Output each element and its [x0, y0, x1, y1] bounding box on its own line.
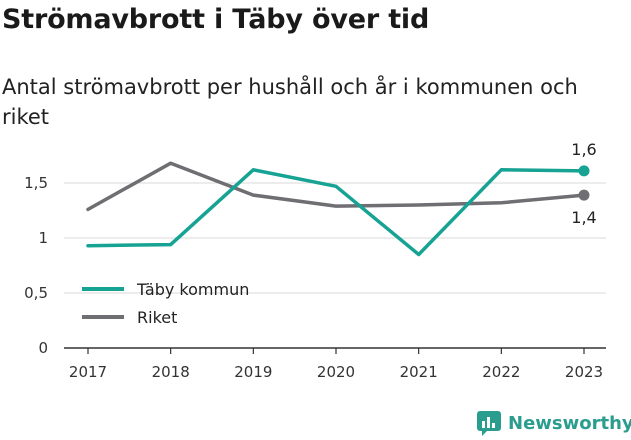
x-tick-label: 2022 — [482, 363, 520, 381]
legend-label: Riket — [137, 308, 177, 327]
y-tick-label: 0,5 — [24, 284, 48, 302]
newsworthy-logo-icon — [477, 411, 501, 436]
end-point-marker — [578, 189, 590, 201]
series-line — [86, 161, 586, 212]
data-label: 1,6 — [571, 140, 596, 159]
y-tick-label: 0 — [38, 339, 48, 357]
chart-title: Strömavbrott i Täby över tid — [2, 4, 430, 35]
legend-label: Täby kommun — [136, 280, 249, 299]
x-tick-label: 2020 — [317, 363, 355, 381]
x-tick-label: 2018 — [152, 363, 190, 381]
y-tick-label: 1 — [38, 229, 48, 247]
chart-subtitle: Antal strömavbrott per hushåll och år i … — [2, 75, 578, 129]
y-tick-label: 1,5 — [24, 174, 48, 192]
x-tick-label: 2023 — [565, 363, 603, 381]
x-tick-label: 2021 — [400, 363, 438, 381]
brand-name: Newsworthy — [508, 412, 631, 434]
x-tick-label: 2017 — [69, 363, 107, 381]
brand-logo: Newsworthy — [476, 406, 631, 440]
x-tick-label: 2019 — [234, 363, 272, 381]
series-line — [86, 168, 586, 257]
data-label: 1,4 — [571, 208, 596, 227]
end-point-marker — [578, 165, 590, 177]
